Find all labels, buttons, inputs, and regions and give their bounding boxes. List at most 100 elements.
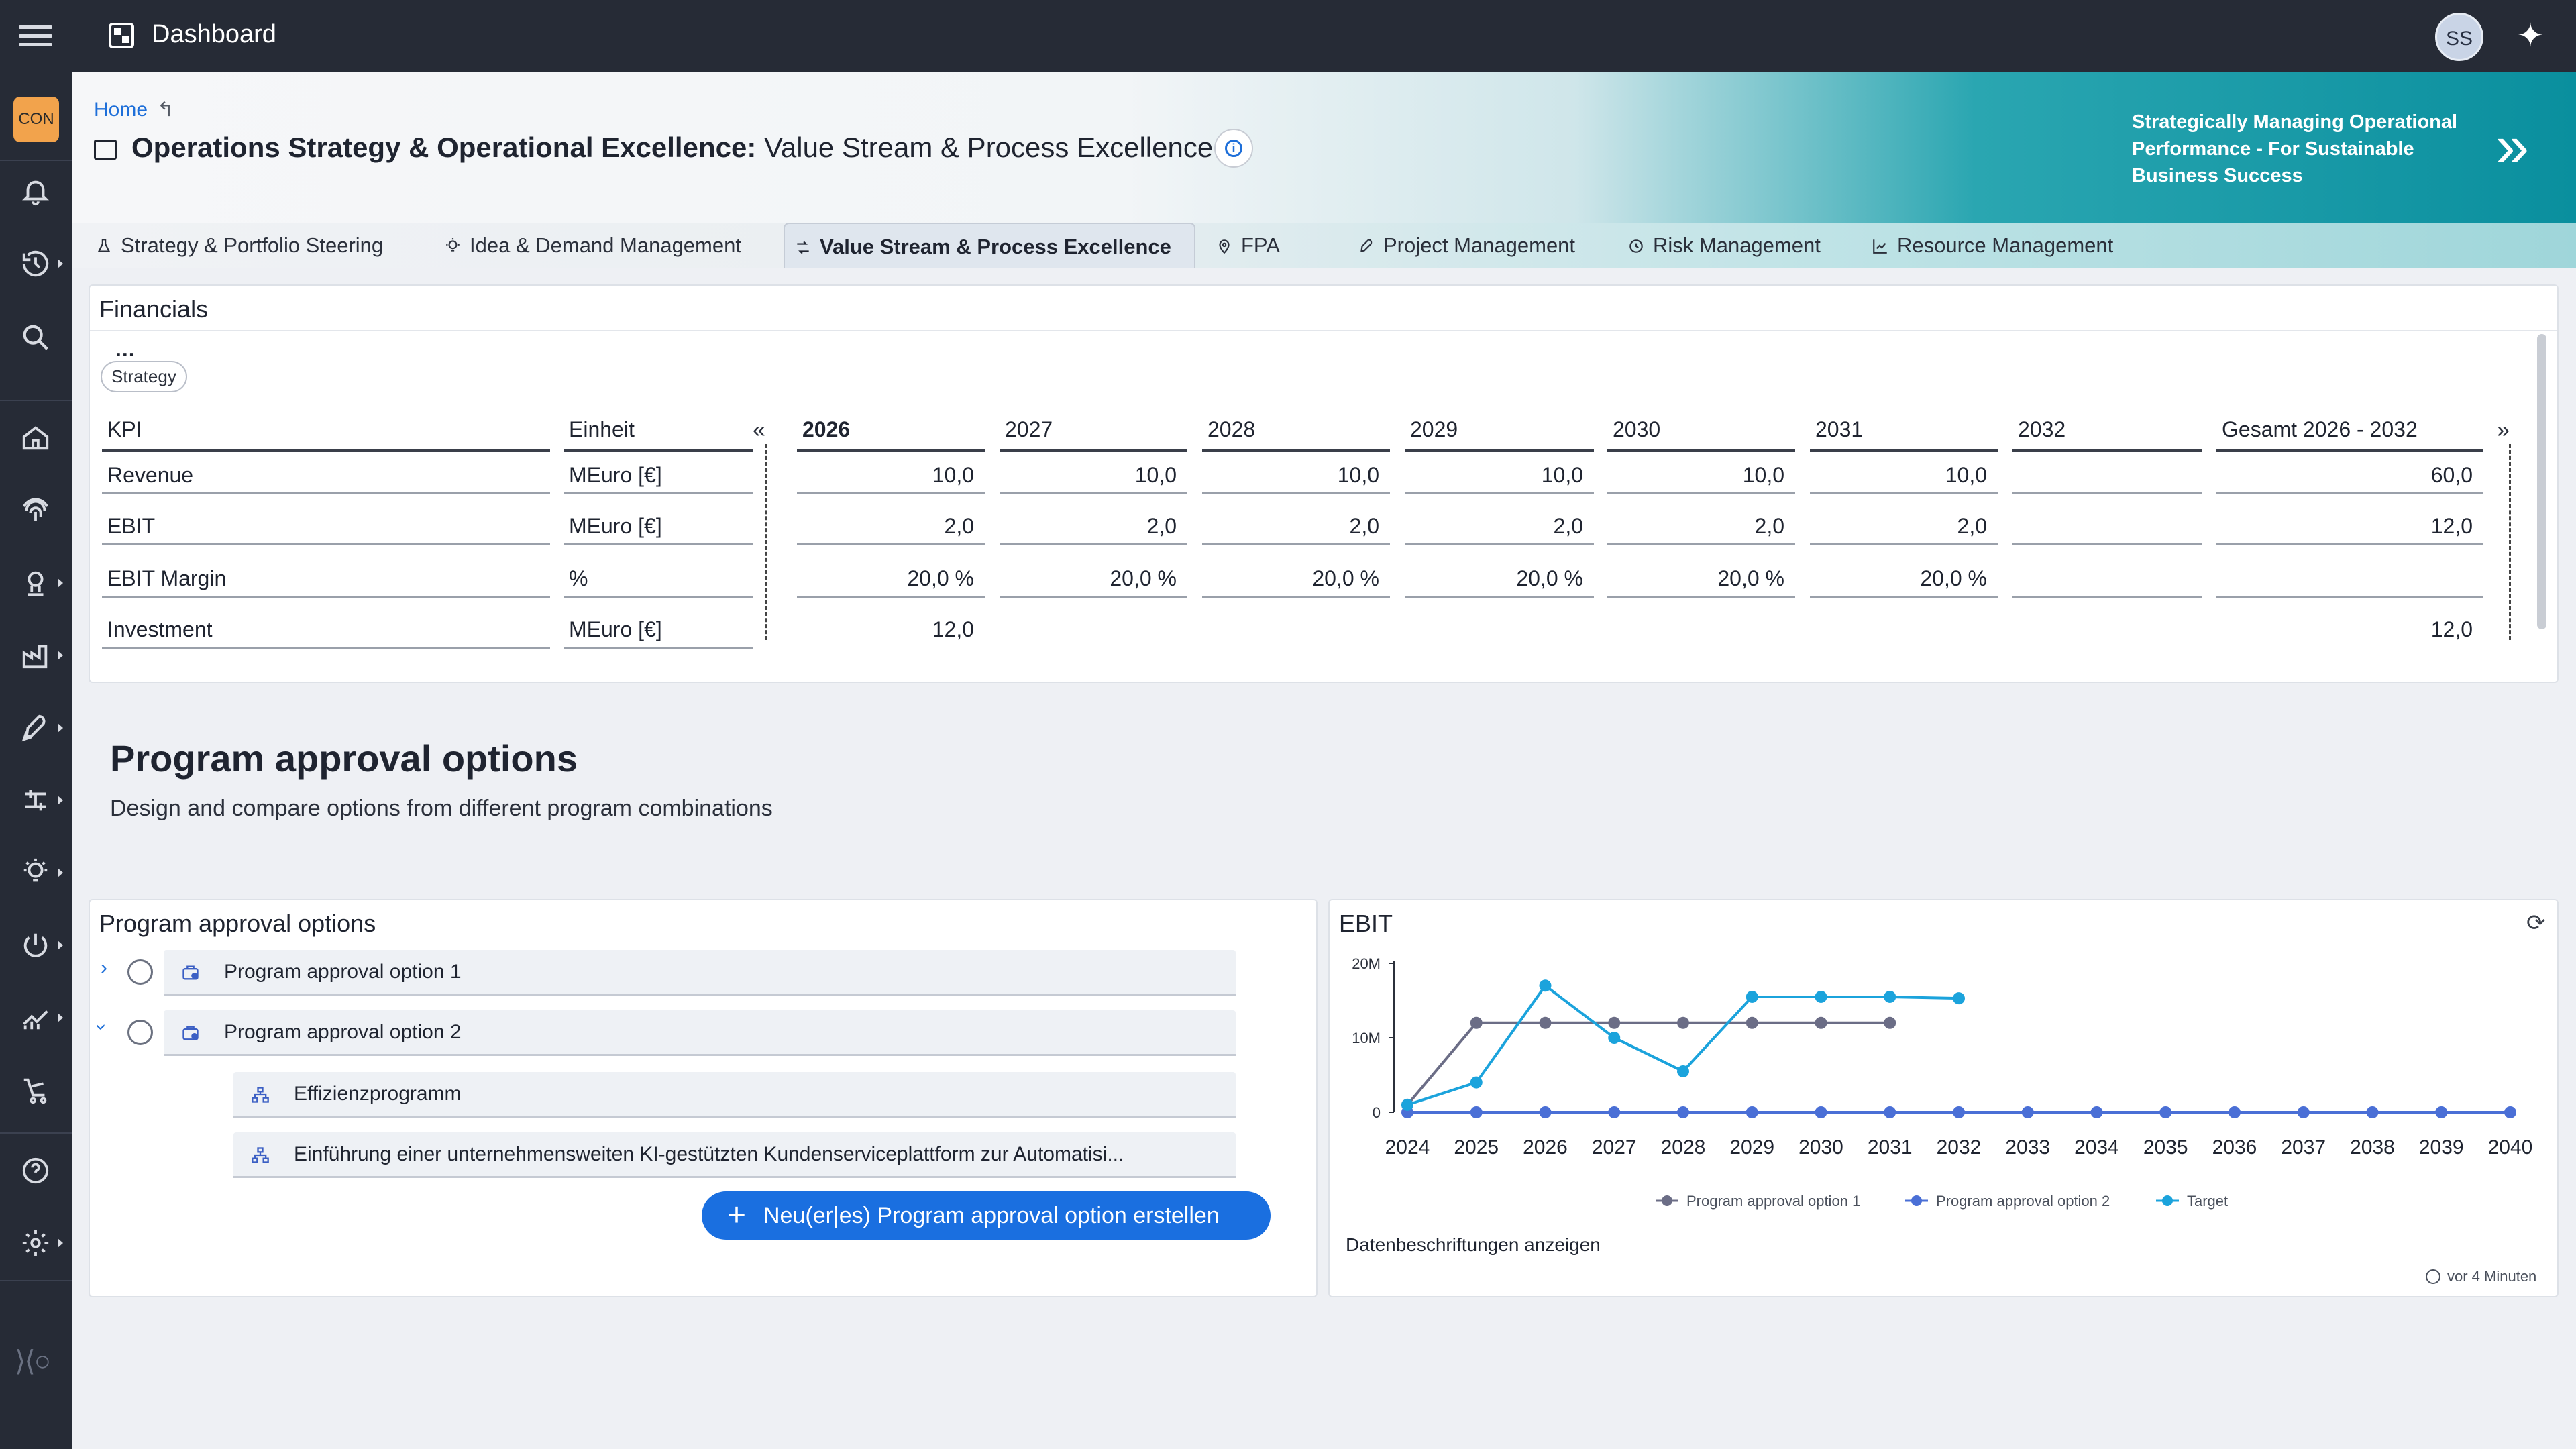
x-tick-label: 2037 [2281, 1136, 2326, 1159]
double-chevron-right-icon[interactable]: » [2496, 113, 2530, 180]
power-icon[interactable] [0, 915, 72, 975]
tab-risk-management[interactable]: Risk Management [1618, 223, 1886, 268]
row-underline [1405, 543, 1594, 545]
y-tick-label: 20M [1352, 955, 1381, 972]
tab-label: Strategy & Portfolio Steering [121, 233, 384, 257]
sidebar-divider [0, 1280, 72, 1281]
value-cell: 2,0 [1553, 514, 1583, 538]
value-cell: 10,0 [1541, 463, 1583, 487]
breadcrumb-home-link[interactable]: Home [94, 99, 148, 121]
sidebar-divider [0, 400, 72, 401]
lightbulb-icon [446, 238, 460, 252]
option-radio[interactable] [127, 1020, 153, 1045]
next-years-chevron-icon[interactable]: » [2497, 417, 2510, 443]
prev-years-chevron-icon[interactable]: « [753, 417, 765, 443]
chevron-right-icon[interactable]: › [101, 957, 107, 979]
ai-sparkle-icon[interactable]: ✦ [2517, 18, 2544, 54]
app-title: Dashboard [152, 20, 276, 48]
series-point [1746, 990, 1758, 1003]
column-header[interactable]: 2029 [1410, 417, 1458, 441]
x-tick-label: 2034 [2074, 1136, 2119, 1159]
option-row-1[interactable]: Program approval option 1 [164, 950, 1236, 996]
idea-icon[interactable] [0, 843, 72, 903]
info-button[interactable]: i [1214, 129, 1253, 168]
home-icon[interactable] [0, 408, 72, 468]
rocket-icon[interactable] [0, 698, 72, 758]
create-option-button[interactable]: + Neu(er|es) Program approval option ers… [702, 1191, 1271, 1240]
user-avatar[interactable]: SS [2435, 13, 2483, 61]
x-tick-label: 2033 [2005, 1136, 2050, 1159]
column-header[interactable]: Gesamt 2026 - 2032 [2222, 417, 2418, 441]
tab-project-management[interactable]: Project Management [1348, 223, 1617, 268]
sidebar: CON [0, 72, 72, 1449]
finance-chart-icon[interactable] [0, 987, 72, 1048]
row-underline [1202, 492, 1390, 494]
factory-icon[interactable] [0, 625, 72, 686]
row-underline [1607, 543, 1795, 545]
column-header[interactable]: 2031 [1815, 417, 1864, 441]
series-point [1608, 1106, 1621, 1118]
info-icon: i [1225, 140, 1242, 157]
program-row-ki-kundenservice[interactable]: Einführung einer unternehmensweiten KI-g… [233, 1132, 1236, 1178]
notifications-icon[interactable] [0, 161, 72, 221]
back-arrow-icon[interactable]: ↰ [157, 99, 174, 121]
column-header-underline [1405, 449, 1594, 452]
row-underline [1405, 492, 1594, 494]
option-radio[interactable] [127, 959, 153, 985]
column-header-underline [1607, 449, 1795, 452]
history-icon[interactable] [0, 233, 72, 294]
column-header[interactable]: 2032 [2018, 417, 2066, 441]
value-cell: 12,0 [2430, 617, 2473, 641]
series-point [1815, 990, 1827, 1003]
promo-text: Strategically Managing Operational Perfo… [2132, 111, 2458, 186]
option-row-2[interactable]: Program approval option 2 [164, 1010, 1236, 1056]
show-data-labels-toggle[interactable]: Datenbeschriftungen anzeigen [1346, 1234, 1601, 1255]
fingerprint-icon[interactable] [0, 480, 72, 541]
workspace-badge[interactable]: CON [13, 97, 59, 142]
column-header[interactable]: 2028 [1208, 417, 1256, 441]
settings-gear-icon[interactable] [0, 1213, 72, 1273]
x-tick-label: 2027 [1592, 1136, 1637, 1159]
chevron-down-icon[interactable]: › [91, 1024, 113, 1030]
x-tick-label: 2036 [2212, 1136, 2257, 1159]
more-options-icon[interactable]: ... [115, 337, 136, 361]
flow-icon [797, 241, 809, 254]
vertical-scrollbar[interactable] [2537, 334, 2546, 629]
series-point [2435, 1106, 2448, 1118]
column-header[interactable]: 2027 [1005, 417, 1053, 441]
column-header[interactable]: KPI [107, 417, 142, 441]
tab-strategy-portfolio[interactable]: Strategy & Portfolio Steering [86, 223, 421, 268]
legend-swatch-point [1662, 1195, 1672, 1206]
column-header[interactable]: Einheit [569, 417, 635, 441]
program-options-card: Program approval options › Program appro… [89, 899, 1318, 1297]
series-point [1539, 1016, 1552, 1029]
search-icon[interactable] [0, 307, 72, 368]
cart-icon[interactable] [0, 1060, 72, 1120]
series-point [1608, 1032, 1621, 1044]
tab-resource-management[interactable]: Resource Management [1862, 223, 2171, 268]
tab-label: Project Management [1383, 233, 1576, 257]
plus-icon: + [727, 1197, 747, 1233]
help-icon[interactable] [0, 1140, 72, 1201]
x-tick-label: 2030 [1799, 1136, 1843, 1159]
x-tick-label: 2038 [2350, 1136, 2395, 1159]
strategy-filter-chip[interactable]: Strategy [101, 361, 187, 392]
program-row-effizienz[interactable]: Effizienzprogramm [233, 1072, 1236, 1118]
row-underline [564, 543, 753, 545]
dashboard-icon [109, 23, 134, 48]
column-header[interactable]: 2026 [802, 417, 851, 441]
certificate-icon[interactable] [0, 553, 72, 613]
tab-idea-demand[interactable]: Idea & Demand Management [435, 223, 851, 268]
column-header[interactable]: 2030 [1613, 417, 1661, 441]
sidebar-divider [0, 1132, 72, 1134]
tab-value-stream[interactable]: Value Stream & Process Excellence [784, 223, 1195, 268]
refresh-icon[interactable]: ⟳ [2526, 910, 2546, 936]
ebit-chart-card: EBIT ⟳ 0 10M 20M 2024 2025 2026 2027 2028 2029 20… [1328, 899, 2559, 1297]
row-underline [797, 492, 985, 494]
hamburger-menu-icon[interactable] [19, 20, 52, 52]
legend-label: Program approval option 2 [1936, 1193, 2110, 1210]
legend-swatch-point [2162, 1195, 2173, 1206]
chart-icon [1873, 239, 1887, 254]
network-icon[interactable] [0, 770, 72, 830]
tab-fpa[interactable]: FPA [1206, 223, 1327, 268]
